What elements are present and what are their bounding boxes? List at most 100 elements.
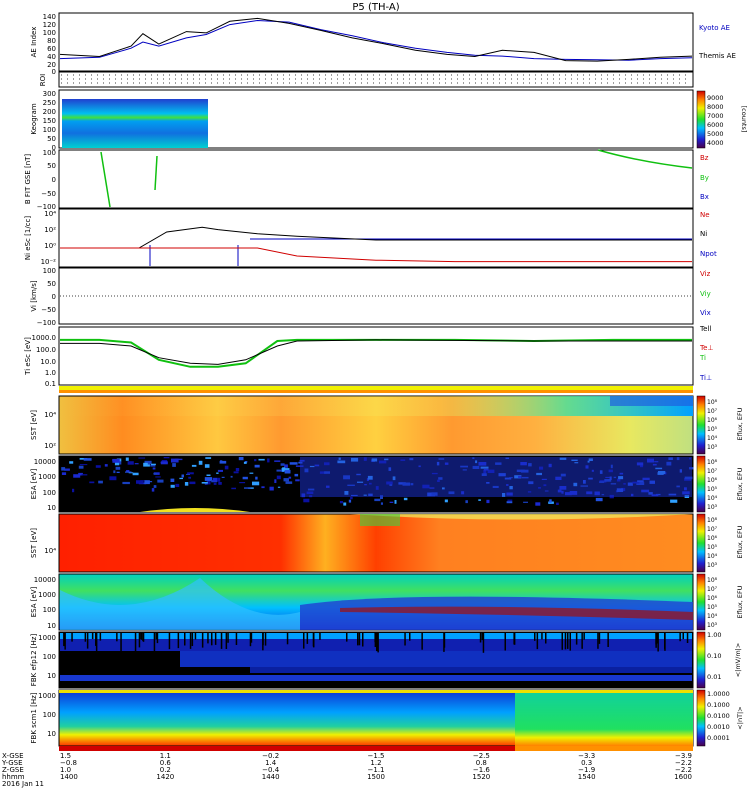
bfit-ylabel: B FIT GSE [nT] [24,154,32,205]
esa-e-pixel [78,472,83,476]
esa-e-pixel [151,463,156,466]
esa-e-pixel [125,457,129,461]
esa-e-pixel [79,464,88,466]
axis-value: −2.5 [473,752,490,760]
esa-i-tick: 10 [47,622,56,630]
eflux-cbar-label: Eflux, EFU [736,407,744,440]
eflux-cbar-tick: 10⁸ [707,399,718,406]
legend-viy: Viy [700,290,711,298]
esa-e-pixel [83,458,92,461]
esa-e-pixel [205,457,212,459]
fbk-e-gap [153,633,156,652]
esa-e-pixel [348,499,352,503]
esa-e-pixel [213,482,217,485]
eflux-cbar-tick: 10⁴ [707,495,718,502]
esa-e-pixel [339,501,343,504]
axis-value: −1.5 [368,752,385,760]
esa-e-pixel [556,502,559,505]
esa-i-ylabel: ESA [eV] [30,586,38,617]
ae-tick: 40 [47,53,56,61]
eflux-cbar-tick: 10³ [707,622,718,629]
fbk-e-gap [286,633,289,645]
esa-e-pixel [281,468,290,472]
esa-e-pixel [172,463,176,467]
fbk-e-gap [138,633,141,648]
esa-e-pixel [112,458,120,463]
esa-e-pixel [170,478,175,482]
vi-tick: −50 [41,306,56,314]
eflux-cbar-tick: 10⁴ [707,613,718,620]
esa-e-pixel [132,472,139,476]
fbk-e-gap [679,633,681,642]
fbk-e-gap [686,633,689,643]
fbk-e-gap [235,633,238,645]
eflux-cbar-label: Eflux, EFU [736,467,744,500]
esa-e-pixel [350,496,353,500]
eflux-cbar-tick: 10⁵ [707,486,718,493]
ti-tick: 0.1 [45,380,56,388]
esa-e-pixel [212,477,217,482]
fbk-e-gap [156,633,159,644]
mode-bar [59,386,693,393]
fbk-e-tick: 1000 [38,634,56,642]
esa-e-pixel [507,499,513,501]
fbk-e-gap [264,633,267,646]
esa-e-pixel [109,476,117,481]
fbk-b-ylabel: FBK scm1 [Hz] [30,692,38,743]
esa-e-pixel [140,480,148,482]
fbk-e-gap [63,633,66,646]
legend-kyoto-ae: Kyoto AE [699,24,730,32]
fbk-e-gap [313,633,315,648]
eflux-cbar-tick: 10⁶ [707,595,718,602]
esa-e-pixel [254,464,260,468]
fbk-bfield-spectrogram: FBK scm1 [Hz] 1000 100 10 1.0000 0.1000 … [30,689,744,747]
legend-vix: Vix [700,309,711,317]
fbk-e-gap [656,633,658,644]
keogram-tick: 0 [52,144,56,152]
esa-e-pixel [125,471,132,473]
keogram-cbar-tick: 7000 [707,112,724,120]
sst-ion-spectrogram: SST [eV] 10⁴ [30,513,694,573]
esa-e-band [300,457,692,497]
fbk-e-gap [249,633,252,647]
esa-e-pixel [134,463,139,465]
ti-tick: 100.0 [36,346,56,354]
esa-e-pixel [248,487,254,489]
fbk-e-gap [86,633,89,649]
fbk-e-gap [214,633,217,645]
ni-tick: 10⁴ [44,210,56,218]
eflux-cbar-tick: 10⁶ [707,417,718,424]
keogram-tick: 150 [43,117,56,125]
axis-value: −1.6 [473,766,491,774]
fbk-e-gap [194,633,197,640]
legend-bz: Bz [700,154,709,162]
esa-e-pixel [126,470,130,473]
fbk-e-gap [504,633,506,651]
ni-tick: 10² [44,226,56,234]
esa-e-pixel [403,497,408,501]
fbk-e-gap [95,633,97,646]
esa-e-pixel [89,481,95,484]
esa-e-pixel [261,486,265,489]
vi-ylabel: Vi [km/s] [30,280,38,311]
keogram-cbar-tick: 6000 [707,121,724,129]
esa-e-pixel [170,484,175,488]
esa-e-pixel [189,481,196,485]
axis-value: 0.6 [160,759,172,767]
esa-e-pixel [69,461,74,464]
keogram-panel: Keogram 300 250 200 150 100 50 0 9000 80… [30,89,748,152]
fbk-e-gap [191,633,194,646]
vi-tick: 100 [43,267,56,275]
esa-e-pixel [233,471,239,474]
date-label: 2016 Jan 11 [2,780,44,788]
esa-e-pixel [206,474,211,476]
keogram-tick: 50 [47,135,56,143]
esa-e-pixel [191,464,197,467]
esa-e-pixel [294,473,299,477]
fbk-b-cbar-tick: 0.0100 [707,712,730,720]
fbk-e-cbar-label: <|mV/m|> [734,643,742,678]
esa-e-pixel [73,474,81,478]
fbk-b-cbar-tick: 0.0010 [707,723,730,731]
fbk-e-gap [95,633,98,652]
esa-e-pixel [295,465,304,467]
